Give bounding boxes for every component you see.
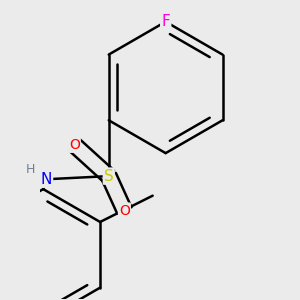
Text: H: H	[26, 164, 35, 176]
Text: O: O	[119, 203, 130, 218]
Text: F: F	[161, 14, 170, 29]
Text: S: S	[104, 169, 114, 184]
Text: F: F	[161, 14, 170, 29]
Text: N: N	[40, 172, 52, 187]
Text: O: O	[69, 138, 80, 152]
